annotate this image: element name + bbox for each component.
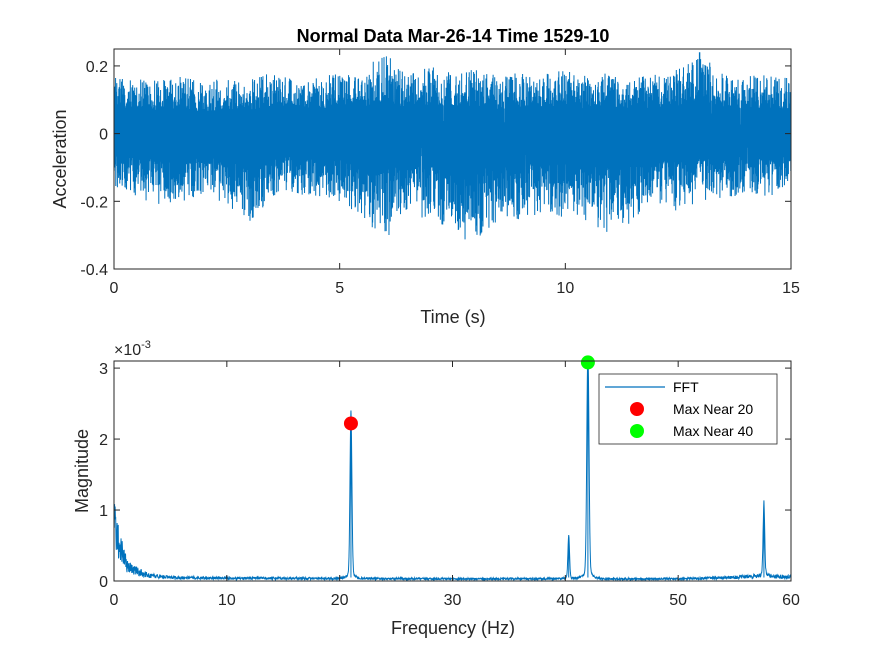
- y-tick-label: 3: [99, 361, 108, 378]
- time-axes-box: [113, 48, 792, 270]
- legend-max-near-40-label: Max Near 40: [673, 423, 753, 439]
- legend-max-near-20-label: Max Near 20: [673, 401, 753, 417]
- acceleration-y-ticks: -0.4 -0.2 0 0.2: [80, 59, 791, 279]
- legend-red-marker: [630, 402, 644, 416]
- x-tick-label: 0: [110, 280, 119, 297]
- legend: FFT Max Near 20 Max Near 40: [598, 373, 778, 445]
- time-series-axes: Normal Data Mar-26-14 Time 1529-10 0 5 10 1…: [50, 26, 800, 327]
- y-tick-label: -0.2: [80, 194, 108, 211]
- y-tick-label: 2: [99, 432, 108, 449]
- legend-fft-label: FFT: [673, 379, 699, 395]
- x-tick-label: 60: [782, 592, 800, 609]
- time-x-ticks: 0 5 10 15: [110, 49, 800, 297]
- x-tick-label: 0: [110, 592, 119, 609]
- y-tick-label: 0: [99, 127, 108, 144]
- magnitude-y-axis-label: Magnitude: [72, 429, 92, 513]
- y-exponent-label: ×10-3: [114, 339, 151, 359]
- x-tick-label: 30: [444, 592, 462, 609]
- legend-item-max-near-40: Max Near 40: [630, 423, 753, 439]
- y-tick-label: -0.4: [80, 262, 108, 279]
- legend-box: [598, 373, 778, 445]
- legend-item-max-near-20: Max Near 20: [630, 401, 753, 417]
- fft-peak-markers: [343, 355, 595, 431]
- frequency-x-axis-label: Frequency (Hz): [391, 618, 515, 638]
- legend-item-fft: FFT: [605, 379, 699, 395]
- chart-title: Normal Data Mar-26-14 Time 1529-10: [297, 26, 610, 46]
- time-x-axis-label: Time (s): [420, 307, 485, 327]
- x-tick-label: 10: [556, 280, 574, 297]
- max-near-20-marker: [343, 416, 358, 431]
- acceleration-y-axis-label: Acceleration: [50, 109, 70, 208]
- x-tick-label: 40: [556, 592, 574, 609]
- x-tick-label: 50: [669, 592, 687, 609]
- acceleration-signal-line: [113, 52, 792, 240]
- legend-green-marker: [630, 424, 644, 438]
- x-tick-label: 20: [331, 592, 349, 609]
- frequency-x-ticks: 0 10 20 30 40 50 60: [110, 361, 800, 609]
- x-tick-label: 10: [218, 592, 236, 609]
- magnitude-y-ticks: 0 1 2 3: [99, 361, 791, 591]
- max-near-40-marker: [580, 355, 595, 370]
- x-tick-label: 5: [335, 280, 344, 297]
- y-tick-label: 1: [99, 503, 108, 520]
- y-tick-label: 0.2: [86, 59, 108, 76]
- y-tick-label: 0: [99, 574, 108, 591]
- x-tick-label: 15: [782, 280, 800, 297]
